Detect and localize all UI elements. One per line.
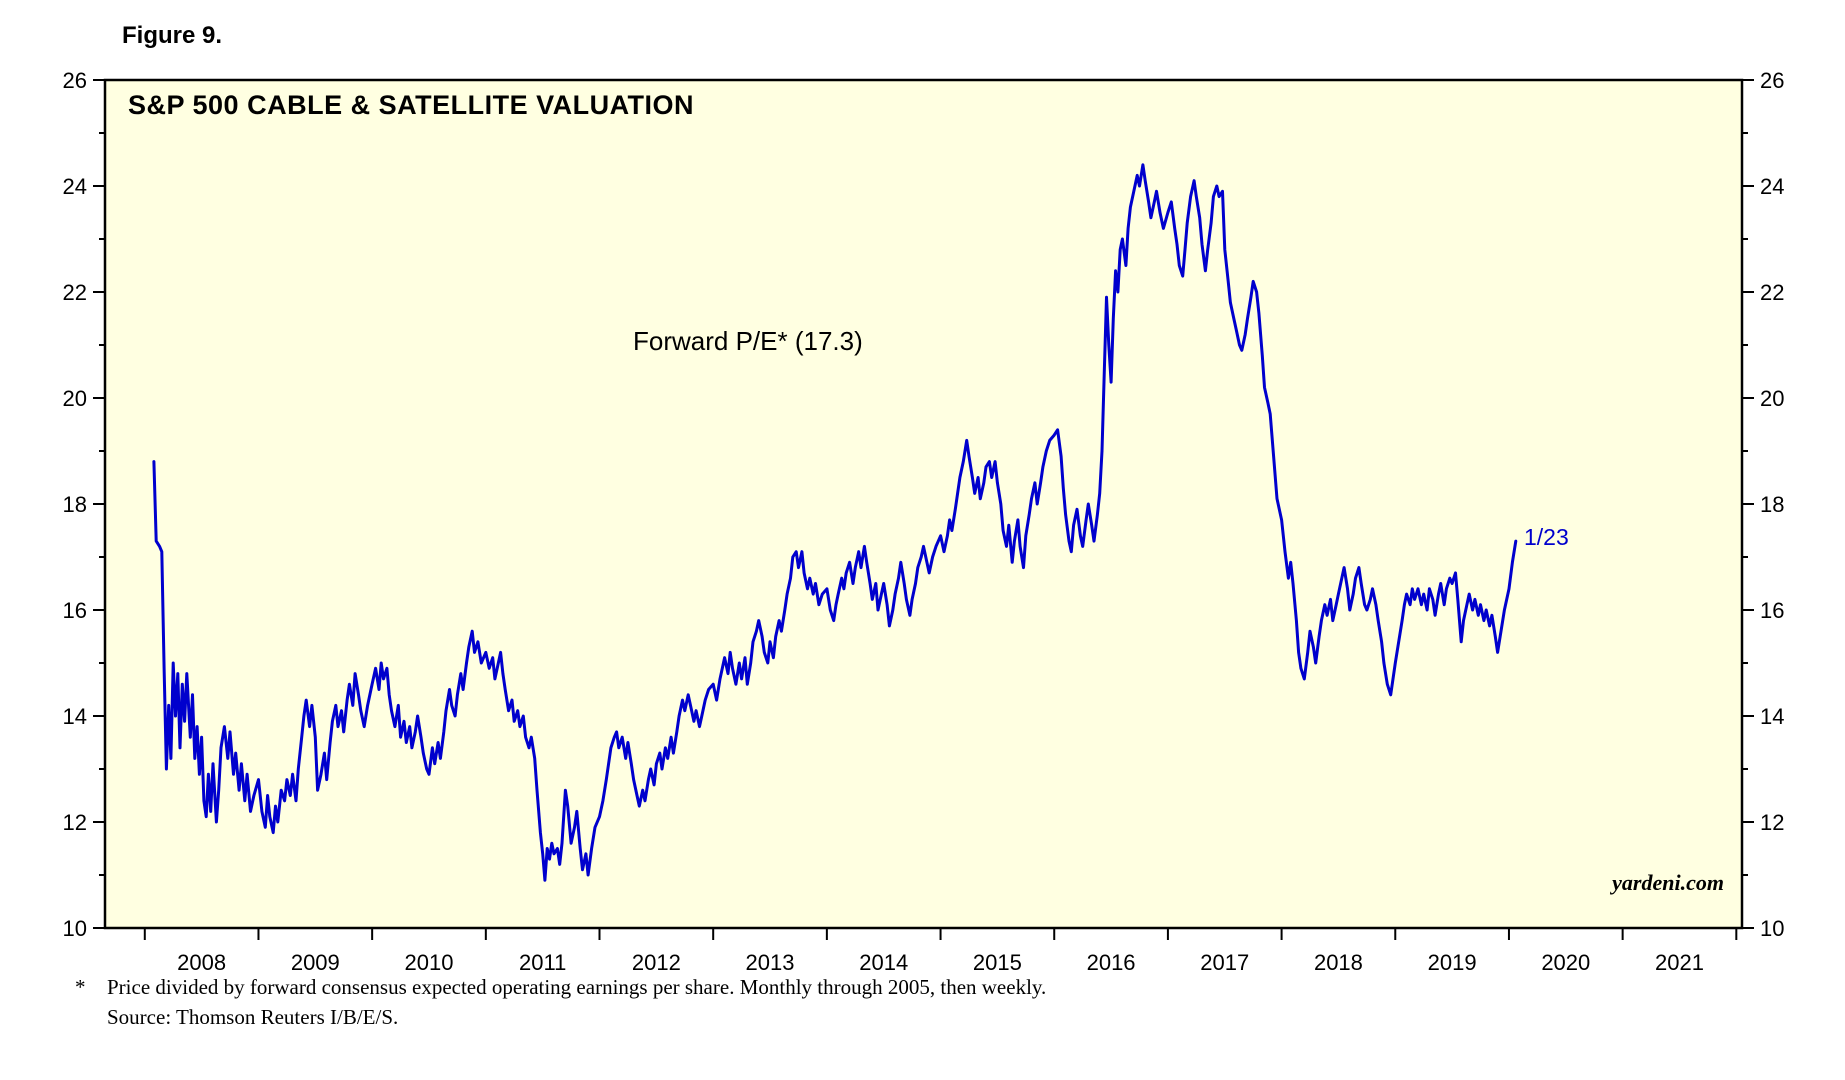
- x-axis-label: 2010: [405, 950, 454, 975]
- y-axis-label-left: 24: [63, 174, 87, 199]
- y-axis-label-right: 26: [1760, 68, 1784, 93]
- y-axis-label-right: 24: [1760, 174, 1784, 199]
- y-axis-label-right: 12: [1760, 810, 1784, 835]
- footnote: * Price divided by forward consensus exp…: [75, 972, 1046, 1032]
- x-axis-label: 2014: [859, 950, 908, 975]
- x-axis-label: 2011: [519, 950, 566, 975]
- last-point-label: 1/23: [1524, 524, 1569, 550]
- y-axis-label-left: 16: [63, 598, 87, 623]
- y-axis-label-left: 12: [63, 810, 87, 835]
- y-axis-label-left: 20: [63, 386, 87, 411]
- x-axis-label: 2009: [291, 950, 340, 975]
- x-axis-label: 2013: [746, 950, 795, 975]
- footnote-line1: Price divided by forward consensus expec…: [107, 975, 1047, 999]
- series-annotation: Forward P/E* (17.3): [633, 326, 863, 356]
- footnote-line2: Source: Thomson Reuters I/B/E/S.: [107, 1005, 399, 1029]
- y-axis-label-right: 22: [1760, 280, 1784, 305]
- x-axis-label: 2017: [1200, 950, 1249, 975]
- series-line-forward-pe: [152, 163, 1518, 882]
- chart-title: S&P 500 CABLE & SATELLITE VALUATION: [128, 90, 695, 120]
- footnote-marker: *: [75, 975, 86, 999]
- y-axis-label-right: 10: [1760, 916, 1784, 941]
- x-axis-label: 2021: [1655, 950, 1704, 975]
- y-axis-label-right: 16: [1760, 598, 1784, 623]
- y-axis-label-left: 22: [63, 280, 87, 305]
- y-axis-label-left: 10: [63, 916, 87, 941]
- y-axis-label-left: 26: [63, 68, 87, 93]
- x-axis-label: 2008: [177, 950, 226, 975]
- y-axis-label-right: 14: [1760, 704, 1784, 729]
- watermark-yardeni: yardeni.com: [1612, 870, 1724, 895]
- x-axis-label: 2020: [1541, 950, 1590, 975]
- plot-frame: [103, 78, 1744, 930]
- figure-label: Figure 9.: [122, 22, 223, 49]
- x-axis-label: 2015: [973, 950, 1022, 975]
- y-axis-label-left: 18: [63, 492, 87, 517]
- x-axis-label: 2019: [1428, 950, 1477, 975]
- y-axis-label-right: 20: [1760, 386, 1784, 411]
- y-axis-label-left: 14: [63, 704, 87, 729]
- x-axis-label: 2016: [1087, 950, 1136, 975]
- x-axis-label: 2012: [632, 950, 681, 975]
- y-axis-label-right: 18: [1760, 492, 1784, 517]
- footnote-text: Price divided by forward consensus expec…: [107, 972, 1046, 1032]
- x-axis-label: 2018: [1314, 950, 1363, 975]
